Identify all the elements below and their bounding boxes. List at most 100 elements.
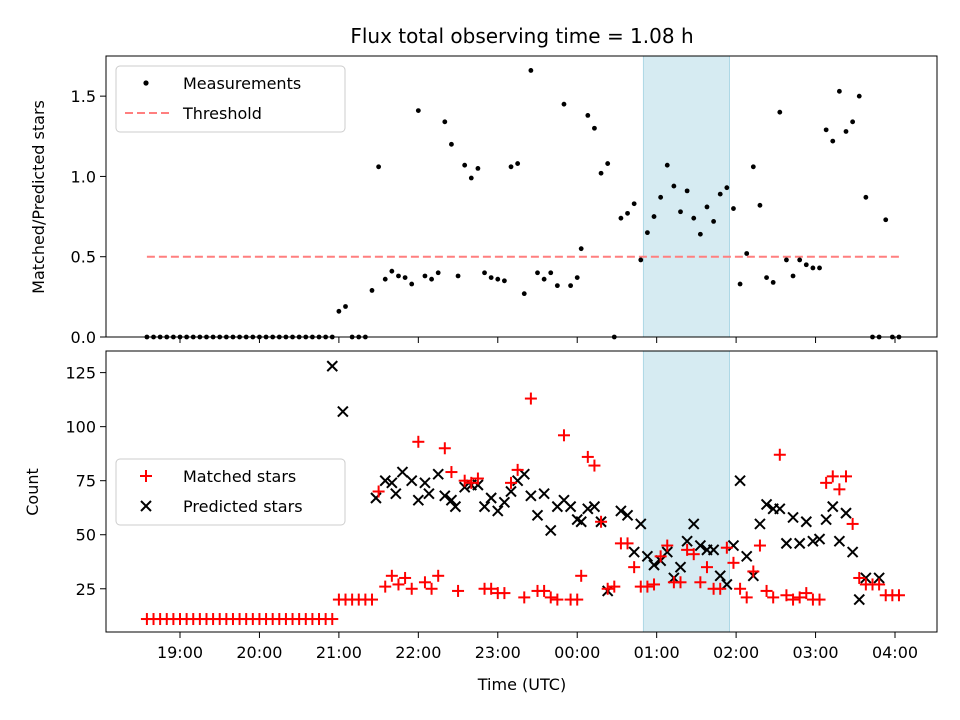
- predicted-star-point: [485, 492, 497, 504]
- predicted-star-point: [615, 505, 627, 517]
- measurement-points: [144, 68, 902, 340]
- matched-star-point: [853, 571, 866, 584]
- predicted-star-point: [840, 507, 852, 519]
- predicted-star-point: [621, 509, 634, 521]
- x-tick-label: 21:00: [316, 643, 362, 662]
- measurement-point: [731, 206, 736, 211]
- matched-star-point: [418, 576, 431, 589]
- top-y-axis-label: Matched/Predicted stars: [29, 100, 48, 294]
- matched-star-point: [544, 591, 557, 604]
- predicted-star-point: [873, 572, 885, 584]
- measurement-point: [777, 109, 783, 115]
- matched-star-point: [399, 571, 412, 584]
- predicted-star-point: [445, 494, 458, 506]
- matched-star-point: [465, 476, 478, 489]
- predicted-star-point: [760, 498, 773, 511]
- measurement-point: [684, 188, 690, 194]
- measurement-point: [475, 166, 481, 171]
- matched-star-point: [538, 584, 551, 597]
- matched-star-point: [714, 582, 727, 595]
- predicted-star-point: [525, 490, 537, 502]
- bottom-x-ticks: 19:00 20:00 21:00 22:00 23:00 00:00 01:00 02:00…: [157, 632, 918, 662]
- measurement-point: [578, 246, 584, 252]
- predicted-star-point: [538, 487, 550, 500]
- measurement-point: [598, 170, 604, 176]
- measurement-point: [554, 283, 560, 289]
- predicted-star-point: [396, 466, 409, 478]
- matched-star-point: [773, 448, 786, 461]
- matched-star-point: [767, 591, 780, 604]
- measurement-point: [488, 275, 494, 280]
- measurement-point: [651, 214, 657, 219]
- predicted-star-point: [787, 511, 799, 524]
- y-tick-label: 0.0: [71, 328, 96, 347]
- measurement-point: [442, 119, 448, 125]
- measurement-point: [671, 183, 677, 189]
- measurement-point: [711, 218, 717, 224]
- measurement-point: [415, 108, 421, 113]
- predicted-star-point: [674, 561, 687, 573]
- chart-title: Flux total observing time = 1.08 h: [350, 24, 693, 48]
- measurement-point: [402, 275, 408, 280]
- matched-star-point: [813, 593, 826, 606]
- matched-star-point: [826, 470, 839, 483]
- matched-star-point: [840, 470, 853, 483]
- measurement-point: [462, 162, 468, 168]
- measurement-point: [541, 276, 547, 282]
- predicted-star-point: [694, 539, 707, 552]
- measurement-point: [508, 164, 514, 170]
- measurement-point: [797, 257, 803, 263]
- predicted-star-point: [432, 468, 444, 480]
- matched-star-point: [760, 584, 773, 597]
- matched-star-point: [661, 539, 674, 552]
- top-legend-box: [115, 65, 346, 133]
- matched-star-point: [575, 569, 588, 582]
- predicted-star-point: [423, 487, 435, 500]
- predicted-star-point: [326, 360, 338, 372]
- measurement-point: [468, 175, 474, 181]
- measurement-point: [817, 265, 822, 271]
- measurement-point: [369, 288, 375, 293]
- x-tick-label: 22:00: [395, 643, 441, 662]
- predicted-star-point: [714, 570, 726, 582]
- predicted-star-point: [793, 537, 806, 550]
- star-count-points: [140, 360, 905, 626]
- matched-star-point: [588, 459, 601, 472]
- measurement-point: [528, 68, 534, 73]
- measurement-point: [585, 113, 591, 118]
- legend-matched-marker: [140, 470, 152, 482]
- measurement-point: [495, 276, 501, 282]
- measurement-point: [455, 273, 461, 279]
- x-tick-label: 02:00: [713, 643, 759, 662]
- predicted-star-point: [564, 500, 577, 513]
- predicted-star-point: [575, 516, 587, 528]
- matched-star-point: [405, 582, 418, 595]
- measurement-point: [790, 273, 796, 279]
- y-tick-label: 1.0: [71, 167, 96, 186]
- x-tick-label: 01:00: [634, 643, 680, 662]
- measurement-point: [737, 281, 743, 287]
- predicted-star-point: [807, 535, 819, 547]
- matched-star-point: [372, 485, 385, 498]
- matched-star-point: [581, 450, 594, 463]
- measurement-point: [422, 273, 428, 279]
- x-tick-label: 03:00: [793, 643, 839, 662]
- matched-star-point: [485, 582, 498, 595]
- matched-star-point: [873, 578, 886, 591]
- measurement-point: [535, 270, 540, 276]
- matched-star-point: [326, 613, 339, 626]
- matched-star-point: [524, 392, 537, 405]
- measurement-point: [823, 127, 829, 133]
- legend-predicted-marker: [140, 500, 152, 512]
- matched-star-point: [727, 556, 740, 569]
- top-legend: Measurements Threshold: [115, 65, 346, 133]
- measurement-point: [449, 141, 454, 147]
- predicted-star-point: [681, 535, 693, 547]
- predicted-star-point: [780, 537, 793, 550]
- measurement-point: [850, 119, 856, 125]
- legend-matched-label: Matched stars: [183, 467, 296, 486]
- matched-star-point: [571, 593, 584, 606]
- predicted-star-point: [688, 518, 700, 530]
- matched-star-point: [687, 548, 700, 561]
- matched-star-point: [654, 550, 667, 563]
